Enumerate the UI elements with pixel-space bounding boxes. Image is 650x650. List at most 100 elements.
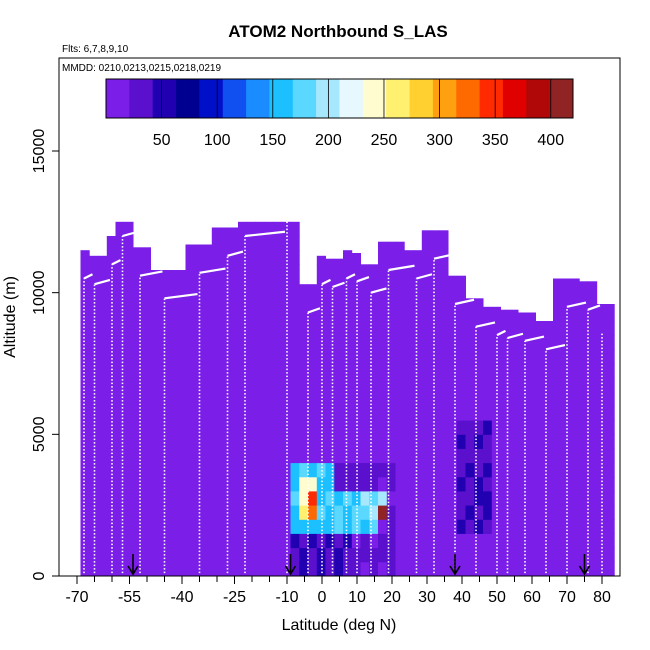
heatmap-cell	[211, 491, 221, 506]
heatmap-cell	[360, 519, 370, 534]
heatmap-cell	[308, 391, 318, 407]
heatmap-cell	[124, 519, 134, 534]
heatmap-cell	[246, 278, 256, 294]
heatmap-cell	[159, 434, 169, 449]
heatmap-cell	[176, 377, 186, 393]
heatmap-cell	[273, 335, 283, 350]
heatmap-cell	[343, 321, 353, 336]
heatmap-cell	[413, 377, 423, 393]
heatmap-cell	[168, 476, 178, 492]
heatmap-cell	[413, 306, 423, 322]
descent-marker-head	[127, 565, 139, 576]
colorbar-segment	[339, 79, 364, 118]
heatmap-cell	[229, 227, 239, 237]
heatmap-cell	[124, 547, 134, 563]
heatmap-cell	[518, 533, 528, 549]
heatmap-cell	[316, 420, 326, 435]
heatmap-cell	[456, 519, 466, 534]
heatmap-cell	[246, 547, 256, 563]
heatmap-cell	[395, 406, 405, 421]
heatmap-cell	[98, 255, 108, 265]
heatmap-cell	[439, 236, 449, 251]
heatmap-cell	[421, 505, 431, 520]
heatmap-cell	[386, 292, 396, 308]
heatmap-cell	[264, 420, 274, 435]
heatmap-cell	[430, 236, 440, 251]
heatmap-cell	[404, 363, 414, 379]
heatmap-cell	[273, 292, 283, 308]
heatmap-cell	[229, 306, 239, 322]
heatmap-cell	[255, 250, 265, 265]
heatmap-cell	[80, 335, 90, 350]
heatmap-cell	[115, 420, 125, 435]
heatmap-cell	[404, 476, 414, 492]
heatmap-cell	[150, 377, 160, 393]
heatmap-cell	[544, 561, 554, 577]
heatmap-cell	[316, 377, 326, 393]
heatmap-cell	[561, 448, 571, 464]
heatmap-cell	[351, 363, 361, 379]
heatmap-cell	[579, 448, 589, 464]
heatmap-cell	[159, 335, 169, 350]
heatmap-cell	[579, 462, 589, 478]
heatmap-cell	[404, 406, 414, 421]
heatmap-cell	[106, 236, 116, 251]
heatmap-cell	[360, 505, 370, 520]
heatmap-cell	[220, 406, 230, 421]
colorbar-tick-label: 150	[259, 132, 286, 149]
heatmap-cell	[176, 491, 186, 506]
heatmap-cell	[203, 434, 213, 449]
heatmap-cell	[360, 321, 370, 336]
heatmap-cell	[421, 306, 431, 322]
heatmap-cell	[395, 491, 405, 506]
heatmap-cell	[141, 434, 151, 449]
heatmap-cell	[238, 236, 248, 251]
heatmap-cell	[605, 306, 615, 322]
heatmap-cell	[80, 462, 90, 478]
heatmap-cell	[491, 476, 501, 492]
heatmap-cell	[395, 377, 405, 393]
heatmap-cell	[133, 306, 143, 322]
heatmap-cell	[395, 519, 405, 534]
heatmap-cell	[273, 519, 283, 534]
heatmap-cell	[220, 561, 230, 577]
heatmap-cell	[150, 547, 160, 563]
heatmap-cell	[238, 264, 248, 279]
heatmap-cell	[544, 476, 554, 492]
heatmap-cell	[518, 335, 528, 350]
heatmap-cell	[106, 434, 116, 449]
heatmap-cell	[369, 406, 379, 421]
heatmap-cell	[115, 377, 125, 393]
heatmap-cell	[465, 349, 475, 364]
heatmap-cell	[351, 264, 361, 279]
heatmap-cell	[605, 434, 615, 449]
heatmap-cell	[378, 363, 388, 379]
heatmap-cell	[421, 321, 431, 336]
heatmap-cell	[264, 547, 274, 563]
heatmap-cell	[203, 547, 213, 563]
heatmap-cell	[404, 519, 414, 534]
heatmap-cell	[544, 519, 554, 534]
heatmap-cell	[159, 270, 169, 279]
heatmap-cell	[544, 391, 554, 407]
heatmap-cell	[80, 476, 90, 492]
heatmap-cell	[80, 349, 90, 364]
heatmap-cell	[264, 377, 274, 393]
heatmap-cell	[203, 306, 213, 322]
heatmap-cell	[255, 278, 265, 294]
heatmap-cell	[168, 561, 178, 577]
profile-leg	[307, 307, 321, 314]
heatmap-cell	[89, 406, 99, 421]
heatmap-cell	[308, 349, 318, 364]
heatmap-cell	[229, 519, 239, 534]
heatmap-cell	[491, 363, 501, 379]
heatmap-cell	[211, 264, 221, 279]
heatmap-cell	[325, 264, 335, 279]
heatmap-cell	[448, 275, 458, 279]
heatmap-cell	[124, 406, 134, 421]
heatmap-cell	[518, 491, 528, 506]
heatmap-cell	[98, 321, 108, 336]
heatmap-cell	[98, 547, 108, 563]
heatmap-cell	[133, 561, 143, 577]
